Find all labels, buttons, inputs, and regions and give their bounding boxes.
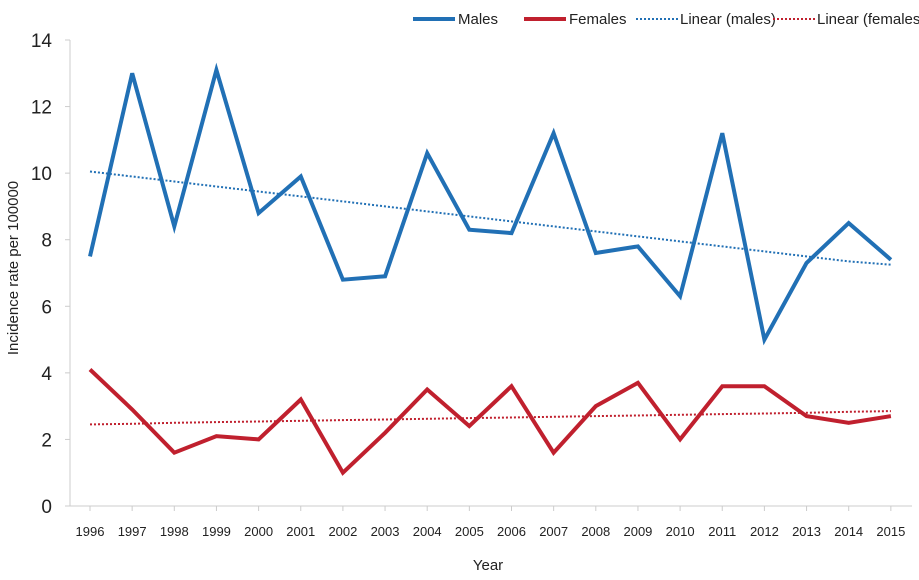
x-tick-label: 1998 bbox=[160, 524, 189, 539]
legend-label: Linear (females) bbox=[817, 11, 919, 28]
x-tick-label: 2010 bbox=[666, 524, 695, 539]
series-line-linear-males bbox=[89, 170, 891, 266]
x-tick-label: 1996 bbox=[76, 524, 105, 539]
y-axis-ticks: 0 2 4 6 8 10 12 14 bbox=[31, 31, 70, 518]
series-line-linear-females bbox=[89, 410, 891, 426]
series-line-females bbox=[88, 368, 892, 476]
x-tick-label: 2002 bbox=[328, 524, 357, 539]
x-axis-ticks: 1996 1997 1998 1999 2000 2001 2002 2003 2004 2005… bbox=[76, 506, 905, 539]
x-tick-label: 2011 bbox=[708, 524, 736, 539]
y-tick-label: 10 bbox=[31, 164, 52, 185]
y-tick-label: 12 bbox=[31, 98, 52, 119]
legend-label: Males bbox=[458, 11, 498, 28]
x-tick-label: 2008 bbox=[581, 524, 610, 539]
x-tick-label: 2003 bbox=[371, 524, 400, 539]
y-tick-label: 14 bbox=[31, 31, 53, 52]
x-tick-label: 2014 bbox=[834, 524, 863, 539]
y-tick-label: 4 bbox=[41, 364, 52, 385]
y-tick-label: 8 bbox=[41, 231, 52, 252]
x-tick-label: 1999 bbox=[202, 524, 231, 539]
x-tick-label: 2005 bbox=[455, 524, 484, 539]
x-tick-label: 2015 bbox=[876, 524, 905, 539]
x-tick-label: 2009 bbox=[623, 524, 652, 539]
x-tick-label: 2013 bbox=[792, 524, 821, 539]
y-tick-label: 0 bbox=[41, 497, 52, 518]
x-tick-label: 2000 bbox=[244, 524, 273, 539]
series-line-males bbox=[88, 62, 893, 346]
legend-label: Linear (males) bbox=[680, 11, 776, 28]
x-tick-label: 2001 bbox=[286, 524, 315, 539]
y-tick-label: 6 bbox=[41, 297, 52, 318]
y-axis-title: Incidence rate per 100000 bbox=[5, 181, 22, 355]
x-tick-label: 2007 bbox=[539, 524, 568, 539]
series-layer bbox=[88, 62, 893, 476]
x-axis-title: Year bbox=[473, 557, 503, 574]
x-tick-label: 2006 bbox=[497, 524, 526, 539]
x-tick-label: 1997 bbox=[118, 524, 147, 539]
x-tick-label: 2012 bbox=[750, 524, 779, 539]
x-tick-label: 2004 bbox=[413, 524, 442, 539]
y-tick-label: 2 bbox=[41, 430, 52, 451]
legend: Males Females Linear (males) Linear (female… bbox=[413, 11, 919, 28]
legend-label: Females bbox=[569, 11, 627, 28]
